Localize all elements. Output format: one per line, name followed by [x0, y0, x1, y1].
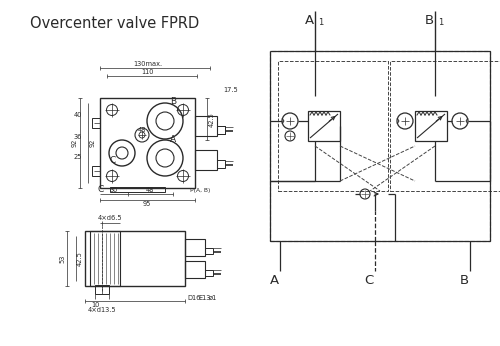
Text: 42.5: 42.5 — [77, 252, 83, 266]
Text: 92: 92 — [72, 139, 78, 147]
Bar — [308, 111, 340, 141]
Text: B: B — [460, 274, 468, 287]
Text: 48: 48 — [146, 187, 154, 193]
Text: 1: 1 — [438, 18, 444, 27]
Bar — [100, 98, 195, 188]
Text: A: A — [270, 274, 278, 287]
Bar — [270, 51, 490, 241]
Text: B: B — [170, 97, 176, 106]
Text: 40: 40 — [74, 112, 82, 118]
Bar — [415, 111, 447, 141]
Text: 4×d13.5: 4×d13.5 — [88, 307, 117, 313]
Text: 25: 25 — [74, 154, 82, 160]
Bar — [92, 166, 100, 176]
Text: 48: 48 — [138, 127, 146, 133]
Bar — [217, 126, 225, 134]
Text: 92: 92 — [90, 139, 96, 147]
Text: ø1: ø1 — [209, 295, 217, 301]
Text: B: B — [425, 14, 434, 27]
Text: 53: 53 — [59, 255, 65, 263]
Bar — [278, 61, 388, 191]
Text: P(A, B): P(A, B) — [190, 188, 210, 193]
Text: Overcenter valve FPRD: Overcenter valve FPRD — [30, 16, 199, 31]
Bar — [195, 150, 217, 170]
Text: A: A — [305, 14, 314, 27]
Text: 95: 95 — [143, 201, 151, 207]
Bar — [205, 270, 213, 276]
Text: 4×d6.5: 4×d6.5 — [98, 215, 122, 221]
Bar — [185, 261, 205, 278]
Bar — [85, 231, 185, 286]
Text: 110: 110 — [142, 69, 154, 75]
Bar — [205, 248, 213, 254]
Text: 30: 30 — [110, 187, 118, 193]
Bar — [217, 160, 225, 168]
Text: 17.5: 17.5 — [223, 87, 238, 93]
Text: 10: 10 — [91, 302, 99, 308]
Text: C: C — [364, 274, 374, 287]
Text: C: C — [98, 185, 104, 194]
Bar — [195, 116, 217, 136]
Text: E13: E13 — [198, 295, 210, 301]
Text: 1: 1 — [318, 18, 323, 27]
Bar — [185, 239, 205, 256]
Text: 130max.: 130max. — [134, 61, 162, 67]
Bar — [390, 61, 500, 191]
Bar — [92, 118, 100, 128]
Text: D16: D16 — [187, 295, 200, 301]
Text: A: A — [170, 135, 176, 144]
Text: C: C — [110, 156, 116, 165]
Text: 36: 36 — [74, 134, 82, 140]
Bar — [95, 285, 109, 294]
Text: 42.5: 42.5 — [209, 112, 215, 127]
Bar — [110, 187, 165, 192]
Bar — [217, 126, 225, 134]
Bar — [90, 231, 120, 286]
